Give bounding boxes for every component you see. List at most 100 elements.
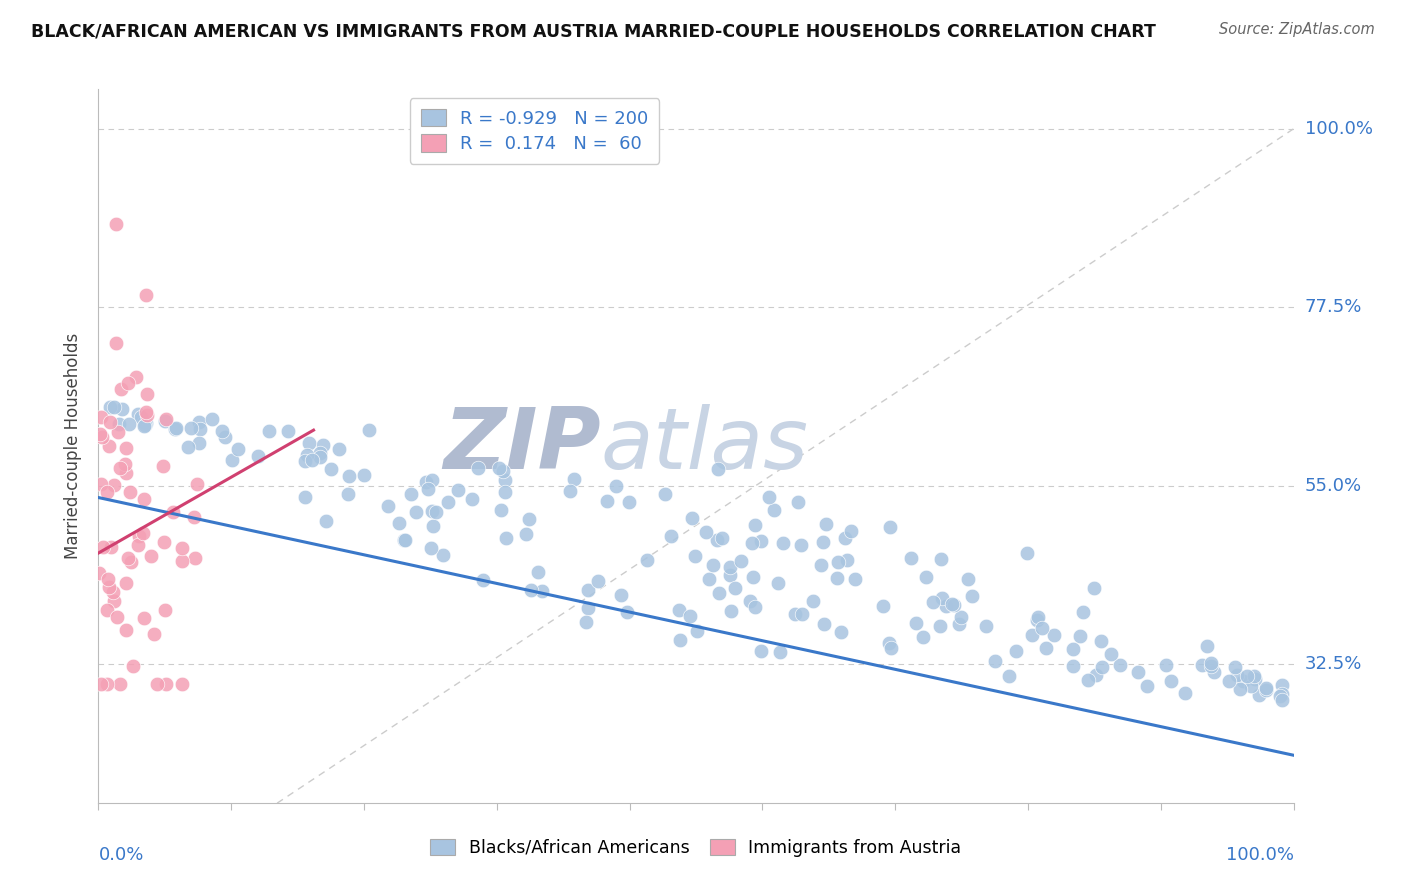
Point (744, 600, 766, 615)
Point (707, 585, 730, 599)
Point (1229, 681, 1251, 696)
Point (900, 550, 922, 565)
Point (257, 424, 280, 438)
Point (1109, 657, 1132, 672)
Point (295, 448, 318, 462)
Point (1191, 657, 1213, 672)
Point (1174, 686, 1197, 700)
Point (97, 572, 120, 586)
Point (558, 483, 581, 498)
Point (738, 594, 761, 608)
Point (115, 576, 138, 591)
Point (1136, 679, 1159, 693)
Point (103, 594, 125, 608)
Point (170, 554, 193, 568)
Point (834, 531, 856, 545)
Point (425, 505, 447, 519)
Point (706, 533, 728, 548)
Point (904, 615, 927, 630)
Point (1031, 621, 1053, 635)
Point (562, 472, 585, 486)
Point (121, 658, 143, 673)
Point (1091, 660, 1114, 674)
Point (114, 457, 136, 471)
Point (105, 335, 128, 350)
Point (471, 574, 494, 588)
Point (105, 217, 128, 231)
Point (749, 644, 772, 658)
Point (108, 417, 131, 432)
Text: ZIP: ZIP (443, 404, 600, 488)
Point (183, 510, 205, 524)
Point (155, 412, 177, 426)
Point (201, 412, 224, 426)
Point (153, 535, 176, 549)
Point (309, 446, 332, 460)
Point (153, 414, 176, 428)
Text: BLACK/AFRICAN AMERICAN VS IMMIGRANTS FROM AUSTRIA MARRIED-COUPLE HOUSEHOLDS CORR: BLACK/AFRICAN AMERICAN VS IMMIGRANTS FRO… (31, 22, 1156, 40)
Point (420, 541, 443, 555)
Point (247, 450, 270, 464)
Point (377, 499, 399, 513)
Point (98, 415, 122, 429)
Text: 0.0%: 0.0% (98, 846, 143, 863)
Point (447, 483, 470, 497)
Point (1226, 668, 1249, 682)
Point (416, 482, 439, 496)
Point (422, 519, 444, 533)
Point (315, 514, 337, 528)
Point (749, 534, 772, 549)
Point (654, 487, 676, 501)
Point (1240, 679, 1263, 693)
Point (515, 526, 537, 541)
Point (596, 493, 619, 508)
Point (294, 454, 316, 468)
Point (131, 413, 153, 427)
Point (931, 591, 953, 606)
Point (1069, 629, 1091, 643)
Point (89, 566, 111, 580)
Text: 77.5%: 77.5% (1305, 298, 1362, 317)
Point (415, 475, 437, 489)
Point (163, 422, 186, 436)
Point (405, 505, 427, 519)
Point (141, 549, 163, 563)
Point (948, 616, 970, 631)
Point (526, 566, 548, 580)
Point (957, 572, 980, 586)
Point (387, 516, 409, 531)
Point (155, 603, 177, 617)
Point (136, 387, 159, 401)
Point (115, 466, 138, 480)
Point (998, 669, 1021, 683)
Point (277, 425, 299, 439)
Point (495, 531, 517, 545)
Point (214, 430, 236, 444)
Point (720, 604, 742, 618)
Point (744, 517, 766, 532)
Text: 55.0%: 55.0% (1305, 476, 1362, 495)
Point (105, 609, 128, 624)
Point (1268, 689, 1291, 703)
Point (520, 583, 543, 598)
Point (117, 376, 139, 390)
Point (766, 576, 789, 591)
Point (152, 458, 174, 473)
Point (309, 450, 332, 464)
Point (321, 462, 343, 476)
Point (825, 571, 848, 585)
Point (1090, 633, 1112, 648)
Point (636, 553, 658, 567)
Legend: Blacks/African Americans, Immigrants from Austria: Blacks/African Americans, Immigrants fro… (422, 830, 970, 865)
Point (211, 424, 233, 438)
Point (983, 654, 1005, 668)
Point (90, 677, 112, 691)
Point (337, 486, 360, 500)
Point (162, 505, 184, 519)
Point (134, 611, 156, 625)
Point (188, 415, 211, 429)
Point (494, 474, 516, 488)
Point (880, 640, 903, 655)
Point (810, 558, 832, 572)
Point (678, 608, 700, 623)
